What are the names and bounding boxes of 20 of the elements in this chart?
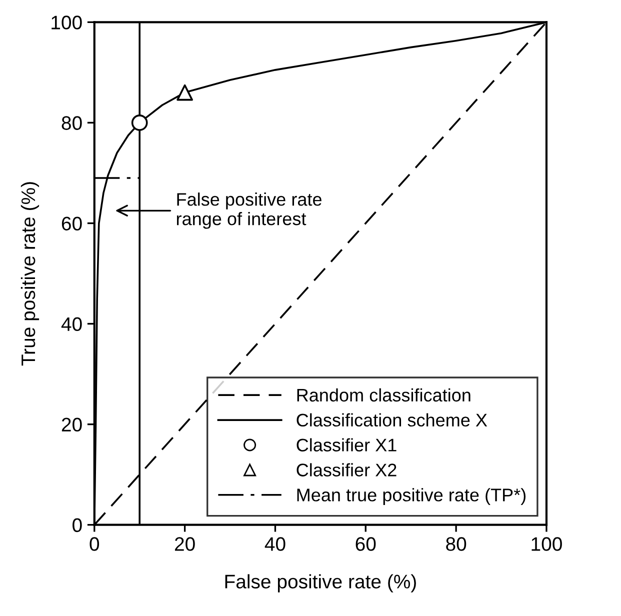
y-tick-label: 0 xyxy=(72,518,82,532)
y-tick-label: 40 xyxy=(61,317,82,332)
y-tick-label: 60 xyxy=(62,216,82,230)
annotation: False positive rate range of interest xyxy=(176,192,322,229)
x-tick-label: 80 xyxy=(446,537,466,551)
x-tick-label: 100 xyxy=(532,537,562,551)
y-tick-label: 100 xyxy=(52,16,82,30)
x-tick-label: 40 xyxy=(264,537,286,551)
legend-label: Random classification xyxy=(297,388,470,402)
y-tick-label: 20 xyxy=(62,418,82,432)
legend-label: Classifier X2 xyxy=(296,463,396,476)
legend-label: Classification scheme X xyxy=(296,413,488,427)
legend-label: Classifier X1 xyxy=(296,438,396,452)
y-tick-label: 80 xyxy=(62,116,82,130)
x-tick-label: 0 xyxy=(90,537,100,551)
x-tick-label: 20 xyxy=(174,537,195,551)
x-axis-title: False positive rate (%) xyxy=(225,574,416,592)
x-tick-label: 60 xyxy=(356,537,376,551)
legend-label: Mean true positive rate (TP*) xyxy=(297,488,526,505)
y-axis-title: True positive rate (%) xyxy=(20,182,40,366)
